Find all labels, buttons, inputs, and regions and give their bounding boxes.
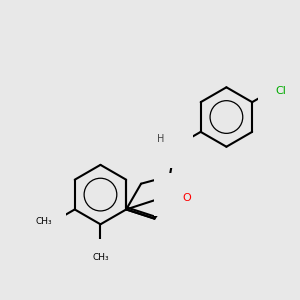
Text: N: N — [168, 142, 176, 152]
Text: CH₃: CH₃ — [92, 253, 109, 262]
Text: O: O — [170, 190, 179, 200]
Text: CH₃: CH₃ — [35, 217, 52, 226]
Text: H: H — [157, 134, 164, 144]
Text: Cl: Cl — [275, 86, 286, 96]
Text: O: O — [182, 193, 191, 203]
